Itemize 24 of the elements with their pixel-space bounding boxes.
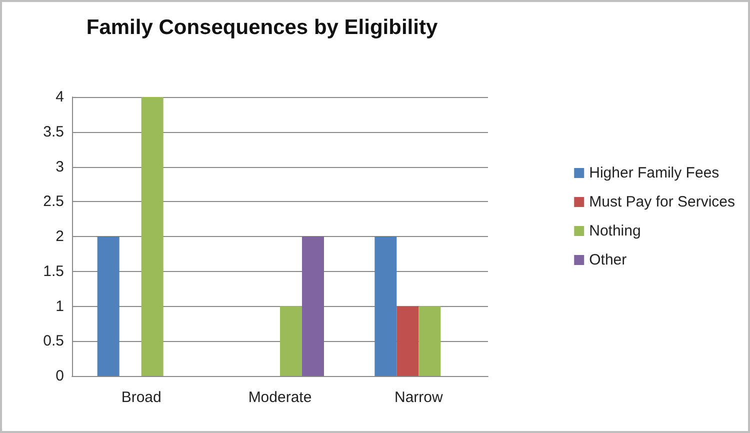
chart-title: Family Consequences by Eligibility <box>86 16 438 39</box>
x-tick-label: Narrow <box>394 389 443 406</box>
bar <box>97 236 120 376</box>
y-tick-label: 2 <box>56 228 64 245</box>
y-tick-label: 4 <box>56 88 64 106</box>
x-tick-label: Broad <box>121 389 162 406</box>
y-tick-label: 0.5 <box>43 332 64 350</box>
bar <box>374 236 397 376</box>
bar <box>280 306 302 376</box>
legend-label: Must Pay for Services <box>589 194 736 210</box>
y-tick-label: 3 <box>56 158 64 176</box>
legend-label: Nothing <box>589 222 641 240</box>
legend-label: Higher Family Fees <box>589 164 720 182</box>
legend-label: Other <box>589 252 627 268</box>
y-tick-label: 2.5 <box>43 193 64 210</box>
bar <box>396 306 419 376</box>
y-tick-label: 3.5 <box>43 123 64 140</box>
y-tick-label: 1.5 <box>43 262 64 280</box>
bar <box>302 236 324 376</box>
bar <box>141 97 164 376</box>
y-tick-label: 0 <box>56 368 64 384</box>
x-tick-label: Moderate <box>248 389 312 406</box>
y-tick-label: 1 <box>56 298 64 315</box>
bar <box>418 306 441 376</box>
